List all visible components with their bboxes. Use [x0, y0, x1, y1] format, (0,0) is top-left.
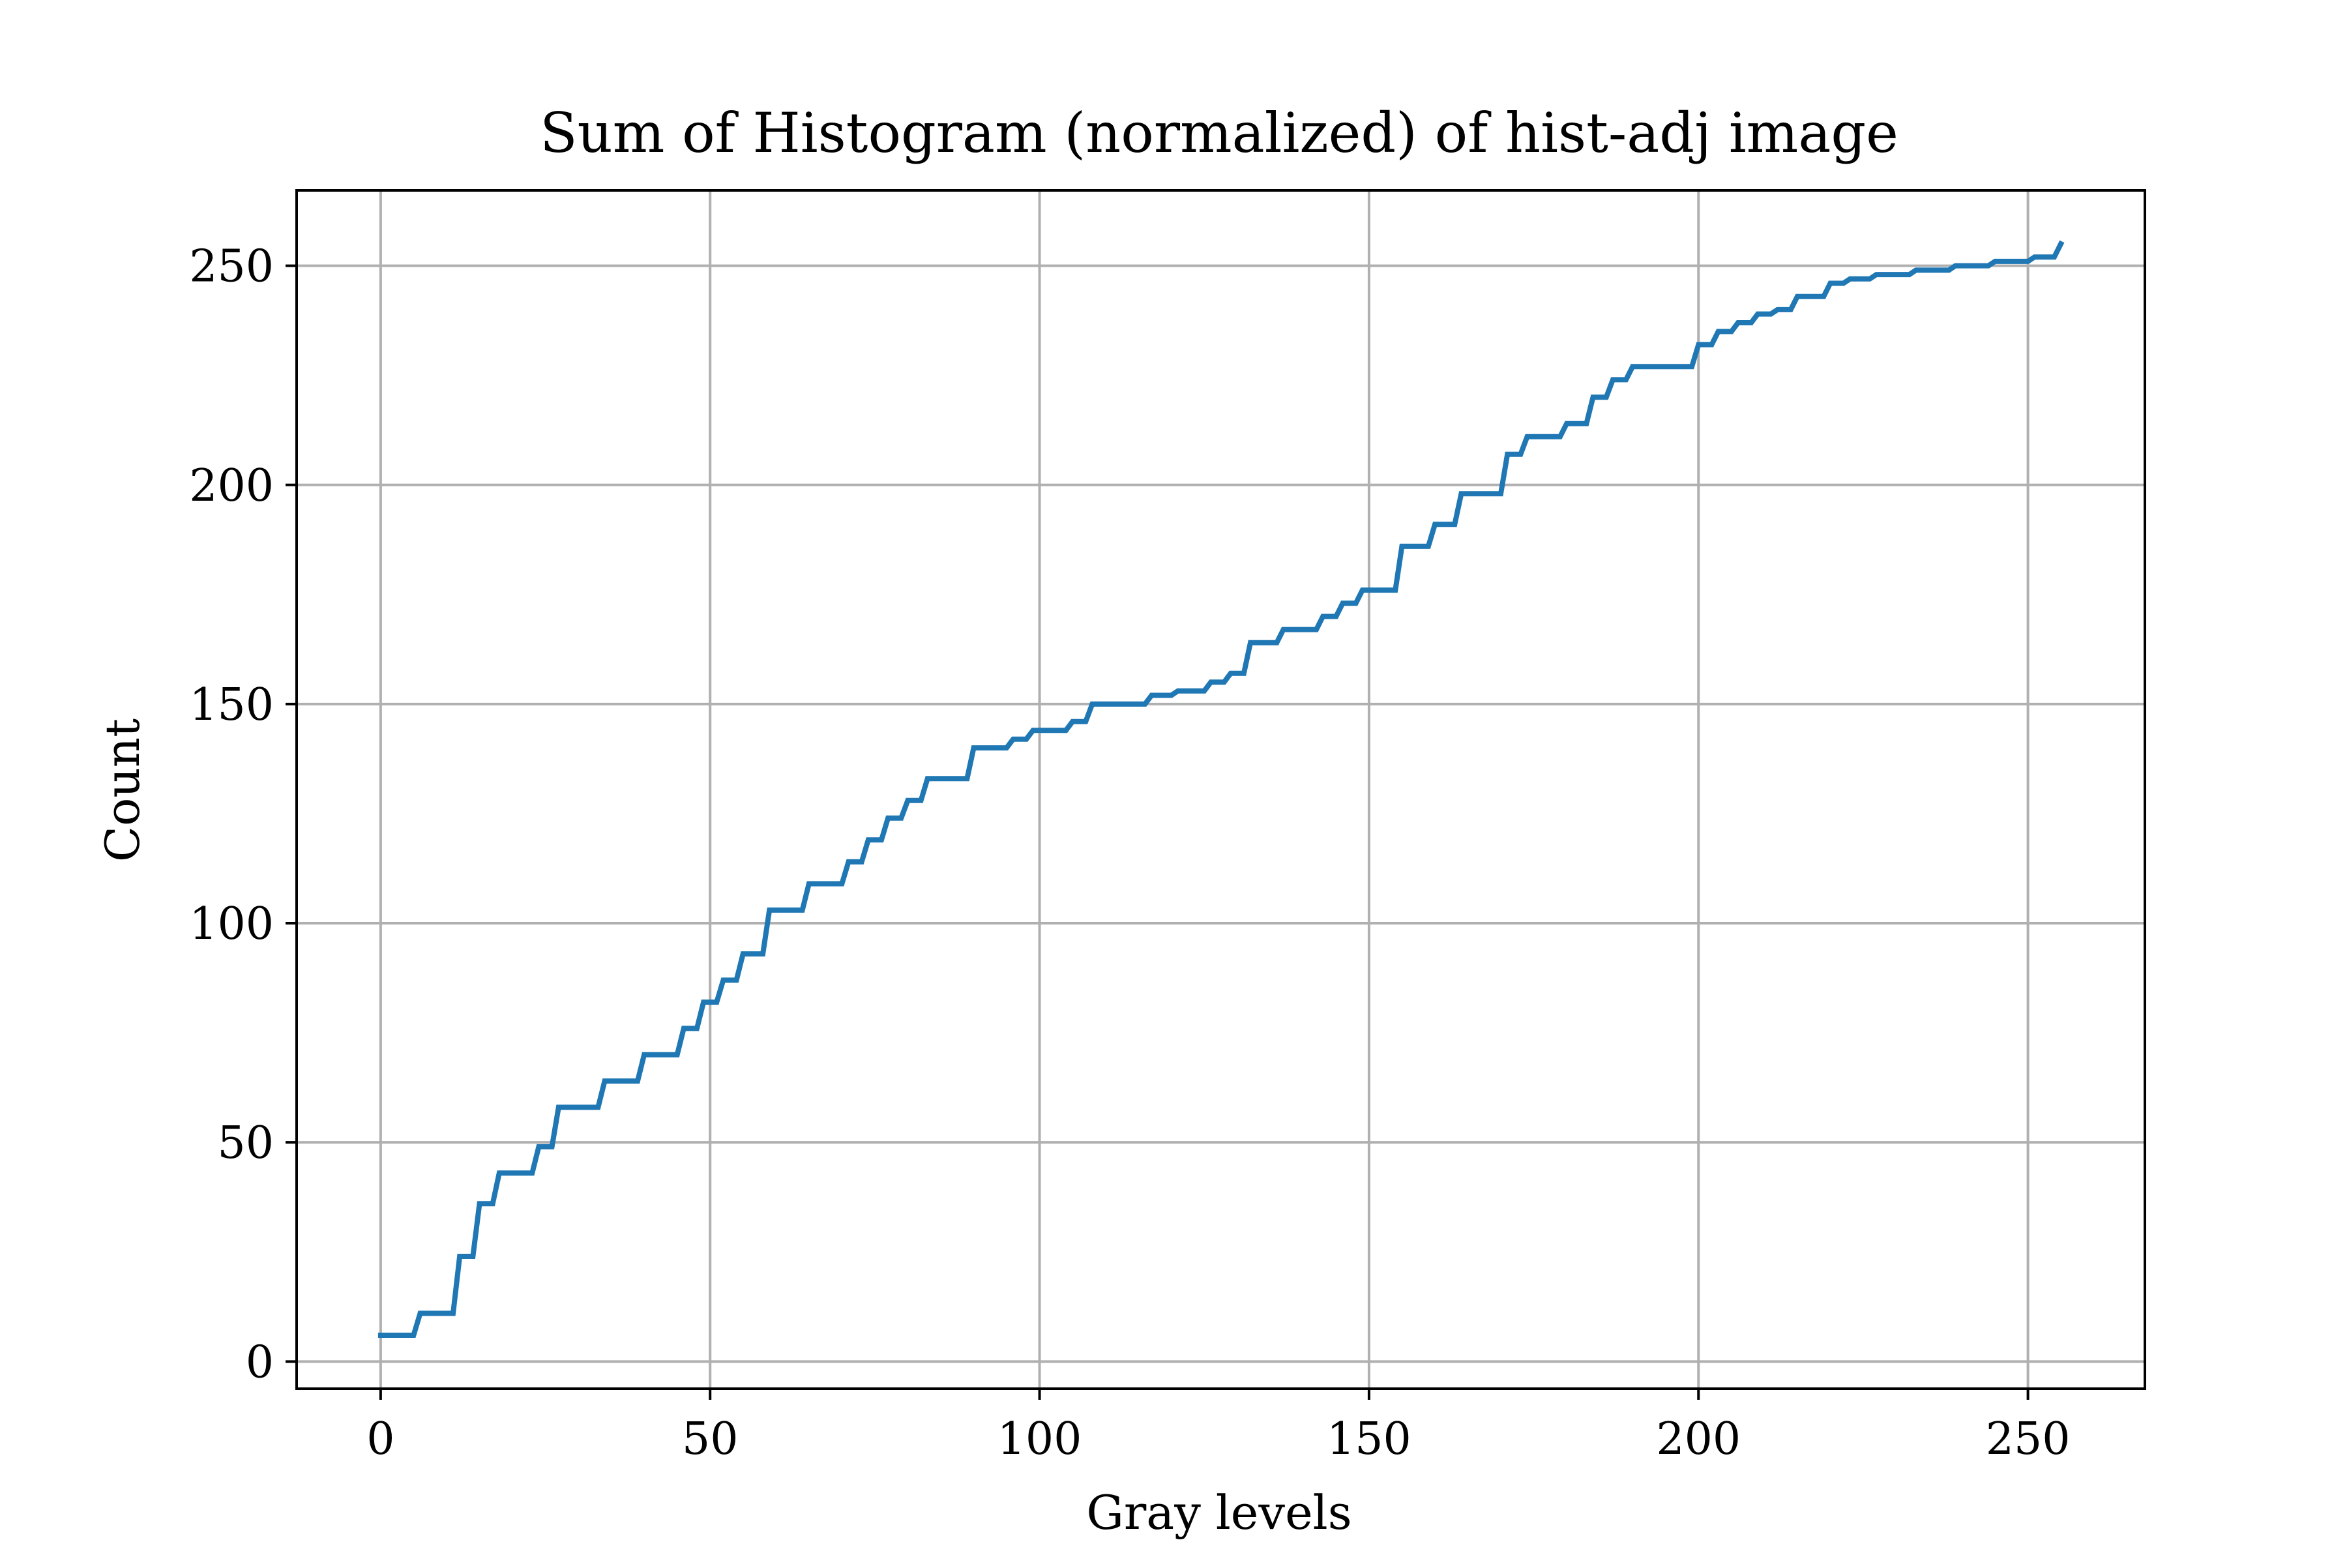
y-tick-label: 0: [246, 1337, 274, 1388]
y-tick-label: 50: [217, 1117, 274, 1169]
y-tick-label: 200: [189, 460, 274, 512]
y-tick-label: 100: [189, 898, 274, 950]
x-axis-ticks: 0 50 100 150 200 250: [366, 1389, 2071, 1465]
x-axis-label: Gray levels: [1086, 1485, 1351, 1540]
y-tick-label: 250: [189, 241, 274, 293]
x-tick-label: 200: [1656, 1413, 1741, 1465]
cumulative-histogram-line: [377, 240, 2065, 1338]
y-axis-ticks: 0 50 100 150 200 250: [189, 241, 297, 1388]
x-tick-label: 100: [997, 1413, 1082, 1465]
y-tick-label: 150: [189, 679, 274, 731]
x-tick-label: 250: [1986, 1413, 2071, 1465]
chart-title: Sum of Histogram (normalized) of hist-ad…: [540, 101, 1898, 165]
y-axis-label: Count: [95, 718, 150, 862]
series-layer: [377, 240, 2065, 1338]
x-tick-label: 150: [1327, 1413, 1411, 1465]
axes-frame: [295, 189, 2146, 1390]
x-tick-label: 50: [682, 1413, 739, 1465]
x-tick-label: 0: [366, 1413, 394, 1465]
grid-lines: [297, 190, 2145, 1389]
